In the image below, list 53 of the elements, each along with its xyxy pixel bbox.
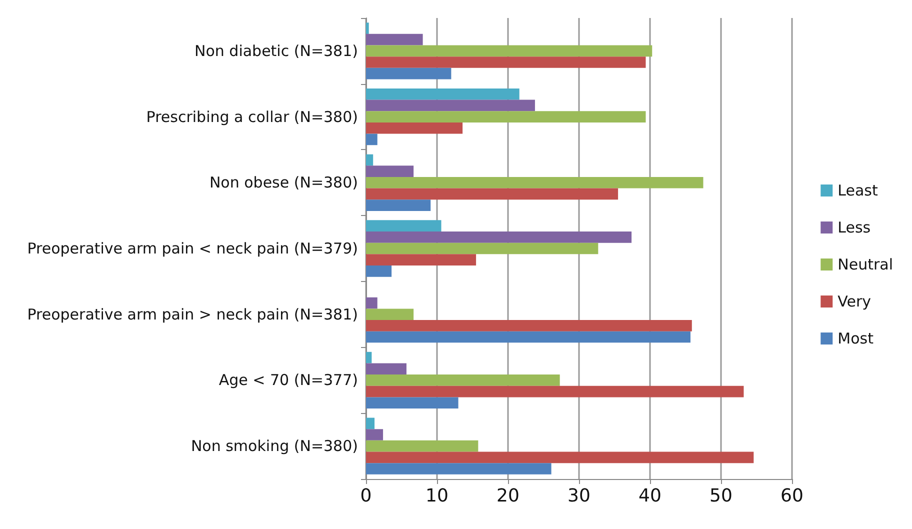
legend-label: Least — [838, 182, 878, 200]
bar — [366, 176, 704, 188]
bar — [366, 68, 452, 80]
bar — [366, 331, 690, 343]
bar — [366, 22, 369, 34]
legend-label: Most — [838, 330, 874, 348]
legend-label: Very — [838, 292, 872, 310]
x-tick-label: 60 — [780, 486, 804, 506]
bar — [366, 352, 372, 364]
bar — [366, 100, 535, 112]
bar — [366, 34, 423, 46]
y-tick-label: Prescribing a collar (N=380) — [146, 108, 358, 126]
bar — [366, 418, 375, 430]
y-tick-label: Non diabetic (N=381) — [194, 42, 358, 60]
legend-label: Neutral — [838, 256, 894, 274]
bar — [366, 56, 646, 68]
y-tick-label: Preoperative arm pain < neck pain (N=379) — [27, 240, 358, 258]
bar — [366, 134, 378, 146]
bar — [366, 308, 414, 320]
bar — [366, 122, 463, 134]
x-tick-label: 20 — [496, 486, 520, 506]
x-tick-label: 30 — [568, 486, 590, 506]
x-tick-label: 0 — [360, 486, 372, 506]
bar — [366, 265, 392, 277]
bar — [366, 154, 374, 166]
y-tick-label: Non obese (N=380) — [209, 174, 358, 192]
x-tick-label: 50 — [710, 486, 732, 506]
y-tick-label: Non smoking (N=380) — [190, 437, 358, 456]
bar — [366, 200, 431, 211]
bar — [366, 429, 384, 440]
bar — [366, 452, 754, 464]
bar — [366, 386, 744, 398]
x-tick-label: 10 — [426, 486, 448, 506]
y-tick-label: Age < 70 (N=377) — [218, 371, 358, 390]
y-tick-label: Preoperative arm pain > neck pain (N=381) — [27, 305, 358, 324]
x-tick-label: 40 — [638, 486, 662, 506]
bar — [366, 363, 406, 375]
bar — [366, 254, 476, 266]
bar — [366, 242, 598, 254]
bar — [366, 88, 520, 100]
bar — [366, 320, 692, 332]
bar — [366, 45, 652, 57]
bar — [366, 397, 458, 409]
bar — [366, 463, 552, 474]
legend-label: Less — [838, 218, 871, 236]
bar — [366, 297, 378, 309]
bar — [366, 111, 646, 122]
bar — [366, 220, 442, 232]
bar — [366, 374, 560, 386]
bar — [366, 166, 414, 177]
bar — [366, 232, 632, 243]
bar — [366, 440, 478, 452]
bar — [366, 188, 618, 200]
